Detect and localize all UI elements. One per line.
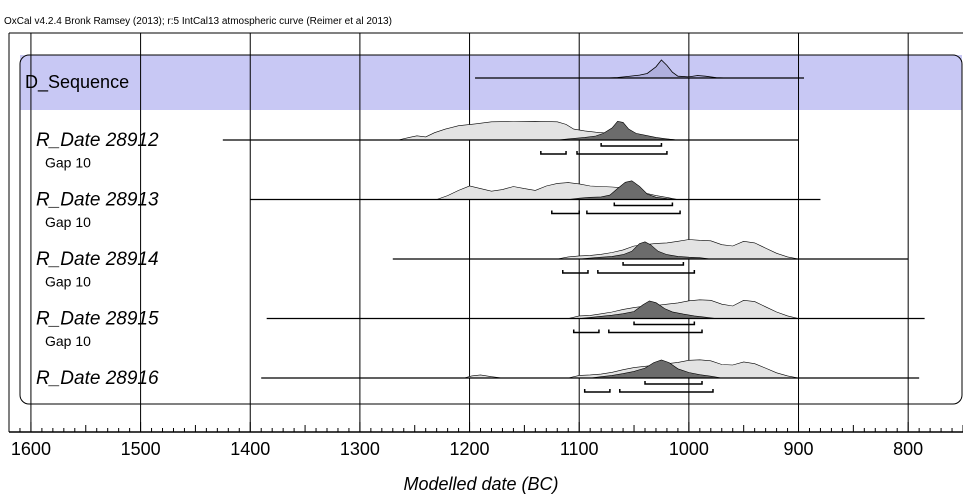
hpd-2sigma-bracket [551,210,580,215]
posterior-distribution [557,120,678,141]
date-label: R_Date 28914 [36,249,159,270]
posterior-distribution [579,300,717,319]
gap-label: Gap 10 [45,214,91,230]
sequence-label: D_Sequence [25,72,129,93]
hpd-1sigma-bracket [633,321,696,326]
x-tick-label: 1000 [669,439,709,459]
sequence-band [20,55,962,110]
hpd-2sigma-bracket [583,389,611,393]
hpd-2sigma-bracket [597,270,696,274]
date-label: R_Date 28916 [36,368,159,389]
hpd-2sigma-bracket [562,270,589,274]
hpd-2sigma-bracket [540,151,567,155]
posterior-distribution [568,180,678,200]
hpd-1sigma-bracket [613,202,674,207]
hpd-2sigma-bracket [608,329,703,334]
x-tick-label: 1100 [560,439,599,459]
gap-label: Gap 10 [45,274,91,290]
x-tick-label: 1400 [230,439,270,459]
gap-label: Gap 10 [45,155,91,171]
date-label: R_Date 28912 [36,130,159,151]
chart-header: OxCal v4.2.4 Bronk Ramsey (2013); r:5 In… [4,16,392,27]
hpd-2sigma-bracket [586,210,681,215]
sequence-posterior [606,59,728,79]
sequence-box [19,54,963,405]
x-tick-label: 1500 [121,439,161,459]
hpd-2sigma-bracket [572,329,600,334]
hpd-2sigma-bracket [619,389,714,393]
gap-label: Gap 10 [45,333,91,349]
x-tick-label: 800 [893,439,923,459]
x-tick-label: 900 [783,439,813,459]
posterior-distribution [579,241,711,260]
x-tick-label: 1200 [450,439,490,459]
plot-area: D_Sequence R_Date 28912 Gap 10 R_Date 28913… [8,32,963,459]
date-label: R_Date 28913 [36,190,159,211]
hpd-1sigma-bracket [600,143,663,147]
hpd-2sigma-bracket [576,151,668,155]
x-axis-label: Modelled date (BC) [403,474,558,494]
x-tick-label: 1300 [340,439,380,459]
date-label: R_Date 28915 [36,309,159,330]
x-tick-label: 1600 [11,439,51,459]
prior-distribution [557,239,799,260]
hpd-1sigma-bracket [644,381,703,385]
hpd-1sigma-bracket [622,262,685,266]
posterior-distribution [590,359,722,379]
